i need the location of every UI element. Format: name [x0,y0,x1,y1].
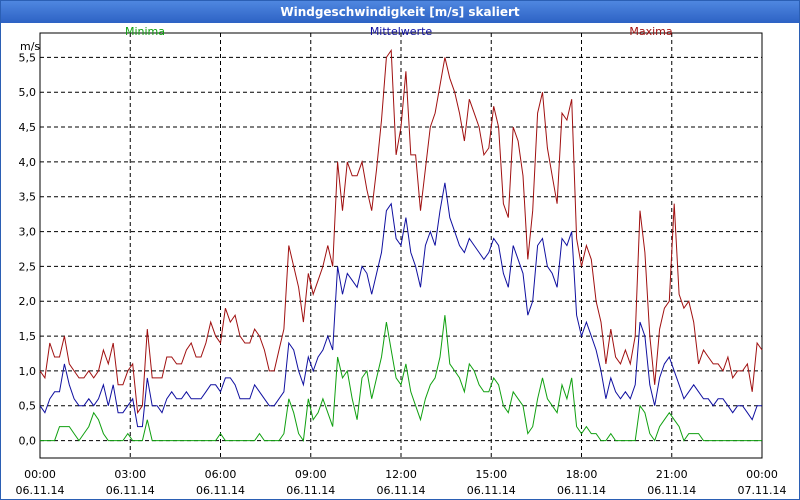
x-tick-time: 12:00 [385,468,417,481]
x-tick-date: 06.11.14 [467,484,516,497]
series-line-maxima [39,48,763,415]
x-tick-date: 06.11.14 [377,484,426,497]
y-axis: m/s 0,0 0,5 1,0 1,5 2,0 2,5 3,0 3,5 4,0 4,5 5,0 5,5 [19,40,41,448]
x-tick-time: 09:00 [295,468,327,481]
series-line-minima [40,315,762,442]
x-tick-date: 06.11.14 [196,484,245,497]
window-title: Windgeschwindigkeit [m/s] skaliert [1,1,799,23]
y-tick-label: 4,5 [19,121,37,134]
x-tick-time: 03:00 [114,468,146,481]
x-tick-time: 06:00 [205,468,237,481]
y-axis-label: m/s [20,40,40,53]
legend-maxima: Maxima [629,25,672,38]
y-tick-label: 3,0 [19,226,37,239]
x-tick-date: 06.11.14 [106,484,155,497]
x-tick-date: 06.11.14 [286,484,335,497]
y-tick-label: 0,0 [19,435,37,448]
y-tick-label: 2,0 [19,295,37,308]
x-tick-date: 06.11.14 [16,484,65,497]
x-tick-date: 06.11.14 [557,484,606,497]
x-axis: 00:00 06.11.14 03:00 06.11.14 06:00 06.11.14 0… [16,468,787,497]
legend-minima: Minima [125,25,165,38]
y-tick-label: 0,5 [19,400,37,413]
legend-mittelwerte: Mittelwerte [370,25,433,38]
y-tick-label: 5,0 [19,86,37,99]
y-tick-label: 2,5 [19,260,37,273]
series-line-mittelwerte [39,182,762,428]
x-tick-date: 07.11.14 [738,484,787,497]
x-tick-time: 18:00 [566,468,598,481]
y-tick-label: 3,5 [19,191,37,204]
x-tick-time: 15:00 [475,468,507,481]
x-tick-time: 00:00 [24,468,56,481]
legend: Minima Mittelwerte Maxima [125,25,673,38]
y-tick-label: 1,5 [19,330,37,343]
x-tick-time: 21:00 [656,468,688,481]
series-layer [39,48,763,442]
y-tick-label: 4,0 [19,156,37,169]
y-tick-label: 1,0 [19,365,37,378]
x-tick-date: 06.11.14 [647,484,696,497]
y-tick-label: 5,5 [19,51,37,64]
x-tick-time: 00:00 [746,468,778,481]
